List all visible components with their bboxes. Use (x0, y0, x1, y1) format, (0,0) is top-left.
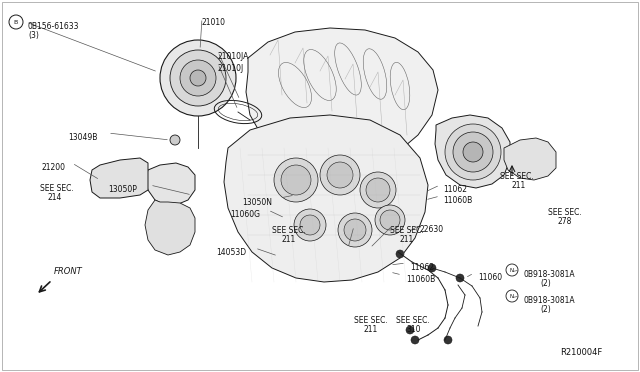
Circle shape (327, 162, 353, 188)
Text: SEE SEC.: SEE SEC. (354, 316, 388, 325)
Circle shape (463, 142, 483, 162)
Polygon shape (435, 115, 510, 188)
Text: 21200: 21200 (42, 163, 66, 172)
Text: (2): (2) (540, 305, 551, 314)
Text: SEE SEC.: SEE SEC. (396, 316, 429, 325)
Text: (2): (2) (540, 279, 551, 288)
Text: 11062: 11062 (410, 263, 434, 272)
Circle shape (170, 135, 180, 145)
Polygon shape (246, 28, 438, 167)
Polygon shape (224, 115, 428, 282)
Circle shape (300, 215, 320, 235)
Circle shape (160, 40, 236, 116)
Text: 0B918-3081A: 0B918-3081A (524, 270, 575, 279)
Circle shape (344, 219, 366, 241)
Text: 13050N: 13050N (242, 198, 272, 207)
Text: 0B156-61633: 0B156-61633 (28, 22, 79, 31)
Text: 0B918-3081A: 0B918-3081A (524, 296, 575, 305)
Circle shape (380, 210, 400, 230)
Polygon shape (90, 158, 148, 198)
Text: B: B (14, 19, 18, 25)
Circle shape (180, 60, 216, 96)
Polygon shape (145, 163, 195, 205)
Polygon shape (145, 200, 195, 255)
Text: 13049B: 13049B (68, 133, 97, 142)
Circle shape (411, 336, 419, 344)
Circle shape (453, 132, 493, 172)
Text: SEE SEC.: SEE SEC. (548, 208, 582, 217)
Circle shape (406, 326, 414, 334)
Text: R210004F: R210004F (560, 348, 602, 357)
Text: SEE SEC.: SEE SEC. (40, 184, 74, 193)
Text: 14053D: 14053D (216, 248, 246, 257)
Text: 11060G: 11060G (230, 210, 260, 219)
Text: 13050P: 13050P (108, 185, 137, 194)
Circle shape (320, 155, 360, 195)
Text: 21010JA: 21010JA (218, 52, 250, 61)
Polygon shape (504, 138, 556, 180)
Circle shape (428, 264, 436, 272)
Text: 211: 211 (282, 235, 296, 244)
Circle shape (170, 50, 226, 106)
Circle shape (360, 172, 396, 208)
Text: 11060B: 11060B (406, 275, 435, 284)
Text: 22630: 22630 (420, 225, 444, 234)
Circle shape (366, 178, 390, 202)
Circle shape (445, 124, 501, 180)
Circle shape (281, 165, 311, 195)
Text: SEE SEC.: SEE SEC. (272, 226, 306, 235)
Text: 21010J: 21010J (218, 64, 244, 73)
Text: SEE SEC.: SEE SEC. (390, 226, 424, 235)
Circle shape (274, 158, 318, 202)
Text: 214: 214 (48, 193, 62, 202)
Text: 11060: 11060 (478, 273, 502, 282)
Circle shape (456, 274, 464, 282)
Text: (3): (3) (28, 31, 39, 40)
Circle shape (338, 213, 372, 247)
Text: 211: 211 (364, 325, 378, 334)
Circle shape (375, 205, 405, 235)
Text: 11060B: 11060B (443, 196, 472, 205)
Text: 21010: 21010 (202, 18, 226, 27)
Text: 278: 278 (558, 217, 572, 226)
Text: N: N (510, 294, 514, 298)
Text: 211: 211 (400, 235, 414, 244)
Circle shape (396, 250, 404, 258)
Text: SEE SEC.: SEE SEC. (500, 172, 534, 181)
Text: 11062: 11062 (443, 185, 467, 194)
Text: FRONT: FRONT (54, 267, 83, 276)
Circle shape (444, 336, 452, 344)
Text: 310: 310 (406, 325, 420, 334)
Circle shape (190, 70, 206, 86)
Text: N: N (510, 267, 514, 273)
Text: 211: 211 (512, 181, 526, 190)
Circle shape (294, 209, 326, 241)
